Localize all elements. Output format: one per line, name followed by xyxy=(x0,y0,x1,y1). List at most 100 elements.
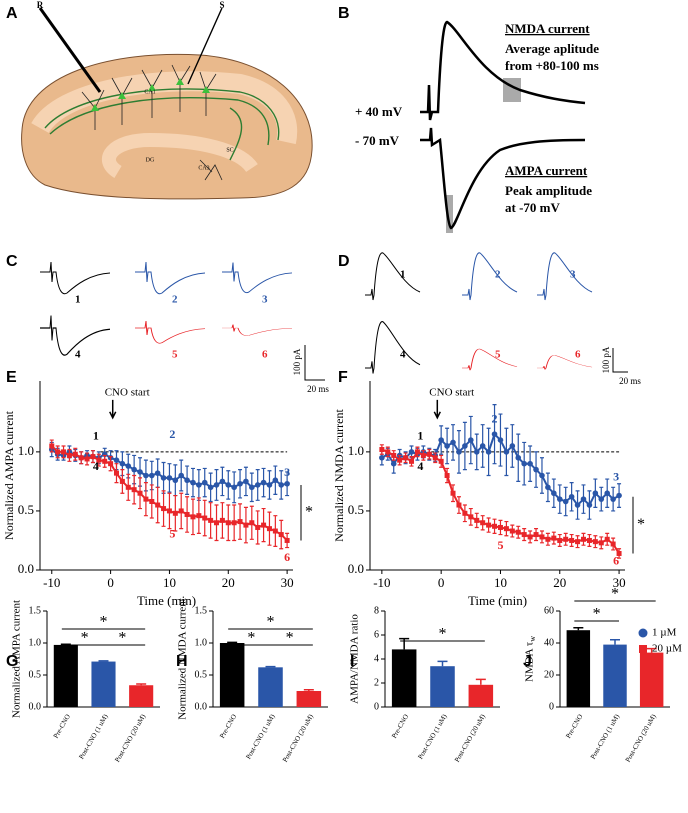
point xyxy=(491,431,498,437)
ampa-note: at -70 mV xyxy=(505,200,560,215)
significance-label: * xyxy=(267,614,275,631)
region-label: DG xyxy=(146,157,155,163)
bar-chart: 0.0 0.5 1.0 1.5 Normalized AMPA current Pre-C… xyxy=(11,600,160,764)
ampa-trace xyxy=(420,127,586,230)
x-tick-label: -10 xyxy=(373,575,390,590)
trace xyxy=(39,261,111,295)
point xyxy=(580,496,587,502)
point xyxy=(243,522,249,528)
point xyxy=(143,472,149,479)
point xyxy=(254,482,261,488)
x-tick-label: Pre-CNO xyxy=(52,713,72,740)
point xyxy=(154,470,161,476)
significance-label: * xyxy=(100,614,108,631)
bar xyxy=(468,684,494,707)
holding-label: + 40 mV xyxy=(355,104,403,119)
point xyxy=(551,535,557,541)
point xyxy=(155,502,161,508)
x-tick-label: Post-CNO (20 uM) xyxy=(453,712,487,763)
error-bar xyxy=(399,637,410,650)
point xyxy=(148,472,155,479)
point xyxy=(379,454,385,461)
y-axis-label: Normalized NMDA current xyxy=(332,409,346,542)
point xyxy=(61,449,67,455)
panel-label: J xyxy=(523,653,532,670)
error-bar xyxy=(573,627,584,631)
annotation: 1 xyxy=(417,428,423,442)
panel-label: I xyxy=(350,653,354,670)
x-tick-label: 10 xyxy=(494,575,507,590)
point xyxy=(190,514,196,520)
trace xyxy=(134,261,206,295)
point xyxy=(497,524,503,530)
bar xyxy=(219,643,245,707)
panel-labels: A B C D E F G H I J xyxy=(6,5,532,670)
trace-label: 5 xyxy=(495,349,501,361)
point xyxy=(219,478,226,485)
point xyxy=(66,452,72,458)
point xyxy=(468,437,474,443)
y-tick-label: 0.0 xyxy=(18,561,34,576)
y-tick-label: 0.5 xyxy=(348,502,364,517)
point xyxy=(492,523,498,529)
point xyxy=(131,466,137,473)
legend-label: 20 µM xyxy=(652,643,682,655)
significance-label: * xyxy=(611,586,619,603)
point xyxy=(237,480,243,487)
error-bar xyxy=(265,665,276,668)
point xyxy=(137,469,143,475)
x-tick-label: Post-CNO (20 uM) xyxy=(113,712,147,763)
point xyxy=(184,511,190,517)
annotation: 5 xyxy=(169,526,175,540)
point xyxy=(184,477,190,484)
point xyxy=(96,457,102,463)
region-label: CA1 xyxy=(144,89,155,95)
panel-label: H xyxy=(176,653,188,670)
x-tick-label: Post-CNO (1 uM) xyxy=(77,712,110,760)
electrode-label: S xyxy=(219,0,224,10)
y-tick-label: 60 xyxy=(544,605,554,616)
point xyxy=(426,451,432,457)
point xyxy=(137,490,143,496)
trace xyxy=(221,324,293,337)
point xyxy=(610,541,616,547)
trace-label: 2 xyxy=(495,269,501,281)
y-tick-label: 0 xyxy=(549,701,554,712)
trace-label: 4 xyxy=(75,349,81,361)
annotation: CNO start xyxy=(429,386,474,398)
scale-bar xyxy=(612,348,628,373)
point xyxy=(569,537,575,543)
point xyxy=(468,514,474,520)
point xyxy=(249,520,255,526)
point xyxy=(474,517,480,523)
annotation: CNO start xyxy=(105,386,150,398)
point xyxy=(545,484,551,491)
legend-marker xyxy=(639,645,647,653)
y-tick-label: 40 xyxy=(544,637,554,648)
point xyxy=(125,463,132,469)
error-bar xyxy=(475,678,486,685)
point xyxy=(260,479,267,486)
error-bar xyxy=(303,688,314,691)
point xyxy=(438,437,444,443)
trace-label: 5 xyxy=(172,349,178,361)
point xyxy=(266,526,272,532)
error-bar xyxy=(437,660,448,667)
y-tick-label: 1.0 xyxy=(29,637,42,648)
panel-label: D xyxy=(338,253,350,270)
point xyxy=(196,513,202,519)
point xyxy=(225,520,231,526)
point xyxy=(284,480,290,487)
significance-label: * xyxy=(247,630,255,647)
hippocampus-diagram: R S CA1 DG CA3 SC xyxy=(21,0,313,200)
x-tick-label: 0 xyxy=(107,575,114,590)
point xyxy=(172,510,178,516)
error-bar xyxy=(136,683,147,686)
y-tick-label: 0.0 xyxy=(195,701,208,712)
point xyxy=(521,460,527,467)
x-tick-label: 30 xyxy=(281,575,294,590)
y-tick-label: 0.5 xyxy=(195,669,208,680)
nmda-traces: 1 2 3 4 5 6 100 pA 20 ms xyxy=(364,252,641,386)
point xyxy=(390,460,397,467)
